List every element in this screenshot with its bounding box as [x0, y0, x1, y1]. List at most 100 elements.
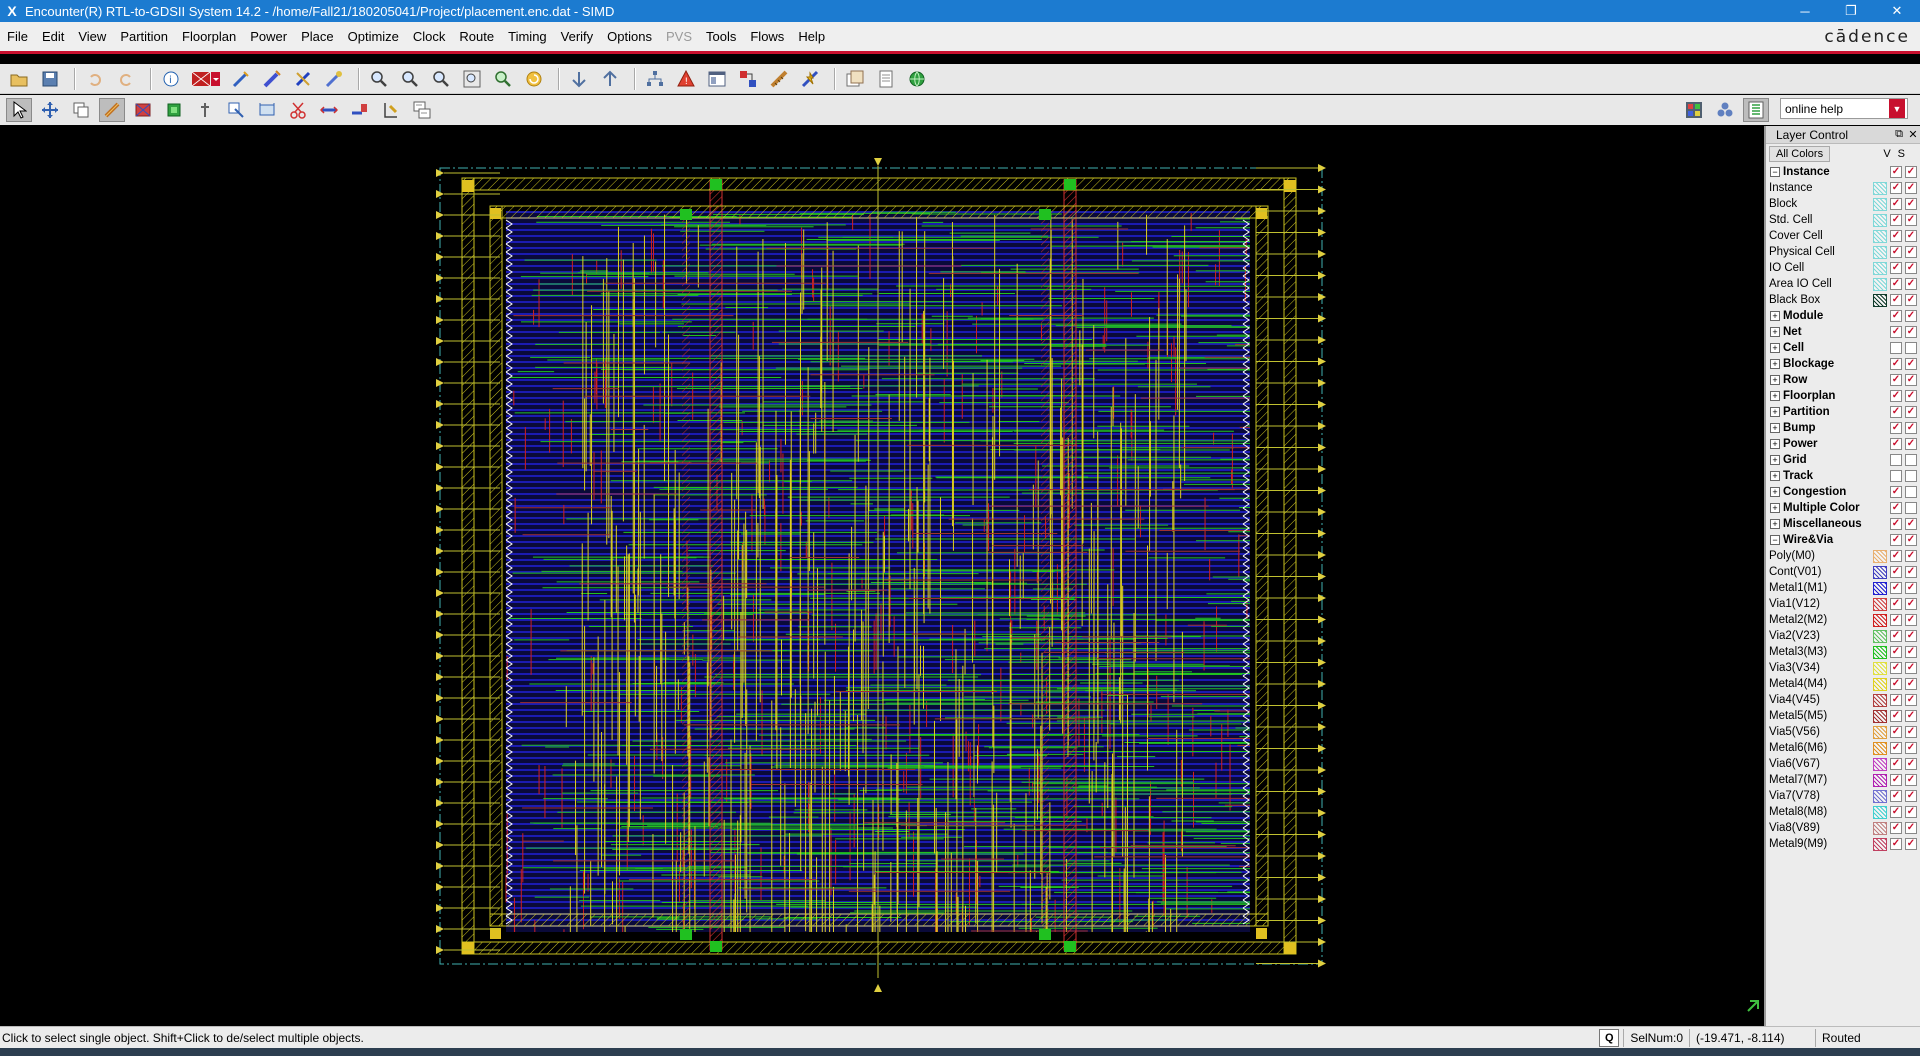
visible-checkbox[interactable]: ✓ [1890, 486, 1902, 498]
selectable-checkbox[interactable]: ✓ [1905, 198, 1917, 210]
expand-icon[interactable]: + [1770, 343, 1780, 353]
select-wire-icon[interactable] [228, 67, 254, 91]
menu-flows[interactable]: Flows [750, 28, 785, 44]
visible-checkbox[interactable]: ✓ [1890, 790, 1902, 802]
cut-wire-icon[interactable] [285, 98, 311, 122]
selectable-checkbox[interactable]: ✓ [1905, 358, 1917, 370]
selectable-checkbox[interactable]: ✓ [1905, 406, 1917, 418]
layer-color-swatch[interactable] [1873, 261, 1887, 275]
hierarchy-down-icon[interactable] [566, 67, 592, 91]
layer-row-via1-v12-[interactable]: Via1(V12) ✓ ✓ [1766, 596, 1920, 612]
layer-palette-icon[interactable] [1681, 98, 1707, 122]
expand-icon[interactable]: + [1770, 375, 1780, 385]
expand-icon[interactable]: + [1770, 311, 1780, 321]
selectable-checkbox[interactable]: ✓ [1905, 742, 1917, 754]
layer-row-floorplan[interactable]: + Floorplan ✓ ✓ [1766, 388, 1920, 404]
menu-clock[interactable]: Clock [412, 28, 446, 44]
layer-color-swatch[interactable] [1873, 677, 1887, 691]
layer-color-swatch[interactable] [1873, 549, 1887, 563]
visible-checkbox[interactable]: ✓ [1890, 230, 1902, 242]
layer-color-swatch[interactable] [1873, 197, 1887, 211]
visible-checkbox[interactable]: ✓ [1890, 182, 1902, 194]
layer-color-swatch[interactable] [1873, 597, 1887, 611]
layer-row-metal1-m1-[interactable]: Metal1(M1) ✓ ✓ [1766, 580, 1920, 596]
trim-wire-icon[interactable] [321, 67, 347, 91]
layer-color-swatch[interactable] [1873, 789, 1887, 803]
layer-color-swatch[interactable] [1873, 181, 1887, 195]
layer-row-poly-m0-[interactable]: Poly(M0) ✓ ✓ [1766, 548, 1920, 564]
layer-row-via2-v23-[interactable]: Via2(V23) ✓ ✓ [1766, 628, 1920, 644]
selectable-checkbox[interactable]: ✓ [1905, 726, 1917, 738]
selectable-checkbox[interactable]: ✓ [1905, 790, 1917, 802]
selectable-checkbox[interactable]: ✓ [1905, 246, 1917, 258]
menu-optimize[interactable]: Optimize [347, 28, 399, 44]
selectable-checkbox[interactable]: ✓ [1905, 838, 1917, 850]
layer-control-toggle-icon[interactable] [1743, 98, 1769, 122]
selectable-checkbox[interactable]: ✓ [1905, 822, 1917, 834]
menu-route[interactable]: Route [459, 28, 495, 44]
query-button[interactable]: Q [1599, 1028, 1620, 1047]
layer-color-swatch[interactable] [1873, 709, 1887, 723]
layer-row-via4-v45-[interactable]: Via4(V45) ✓ ✓ [1766, 692, 1920, 708]
zoom-area-icon[interactable] [428, 67, 454, 91]
layer-color-swatch[interactable] [1873, 629, 1887, 643]
visible-checkbox[interactable]: ✓ [1890, 534, 1902, 546]
layer-row-row[interactable]: + Row ✓ ✓ [1766, 372, 1920, 388]
selectable-checkbox[interactable]: ✓ [1905, 646, 1917, 658]
selectable-checkbox[interactable]: ✓ [1905, 518, 1917, 530]
maximize-button[interactable]: ❐ [1845, 3, 1857, 18]
layer-row-grid[interactable]: + Grid [1766, 452, 1920, 468]
selectable-checkbox[interactable]: ✓ [1905, 438, 1917, 450]
copy-icon[interactable] [68, 98, 94, 122]
zoom-previous-icon[interactable] [490, 67, 516, 91]
zoom-fit-icon[interactable] [459, 67, 485, 91]
visible-checkbox[interactable]: ✓ [1890, 310, 1902, 322]
add-wire-icon[interactable] [99, 98, 125, 122]
layer-row-multiple-color[interactable]: + Multiple Color ✓ [1766, 500, 1920, 516]
expand-icon[interactable]: + [1770, 487, 1780, 497]
expand-icon[interactable]: + [1770, 327, 1780, 337]
selectable-checkbox[interactable]: ✓ [1905, 214, 1917, 226]
redo-icon[interactable] [113, 67, 139, 91]
selectable-checkbox[interactable]: ✓ [1905, 774, 1917, 786]
selectable-checkbox[interactable]: ✓ [1905, 534, 1917, 546]
selectable-checkbox[interactable]: ✓ [1905, 230, 1917, 242]
add-rectangle-icon[interactable] [130, 98, 156, 122]
layer-color-swatch[interactable] [1873, 693, 1887, 707]
undock-icon[interactable]: ⧉ [1895, 128, 1903, 140]
layer-color-swatch[interactable] [1873, 213, 1887, 227]
visible-checkbox[interactable]: ✓ [1890, 806, 1902, 818]
layer-color-swatch[interactable] [1873, 293, 1887, 307]
visible-checkbox[interactable]: ✓ [1890, 502, 1902, 514]
layer-color-swatch[interactable] [1873, 229, 1887, 243]
online-help-field[interactable]: ▼ [1780, 98, 1908, 119]
selectable-checkbox[interactable]: ✓ [1905, 758, 1917, 770]
menu-verify[interactable]: Verify [560, 28, 594, 44]
visible-checkbox[interactable]: ✓ [1890, 774, 1902, 786]
layer-row-instance[interactable]: Instance ✓ ✓ [1766, 180, 1920, 196]
zoom-in-icon[interactable] [366, 67, 392, 91]
layer-row-bump[interactable]: + Bump ✓ ✓ [1766, 420, 1920, 436]
layer-row-track[interactable]: + Track [1766, 468, 1920, 484]
layer-row-metal7-m7-[interactable]: Metal7(M7) ✓ ✓ [1766, 772, 1920, 788]
fill-pattern-icon[interactable] [189, 67, 223, 91]
layer-color-swatch[interactable] [1873, 725, 1887, 739]
layer-row-metal8-m8-[interactable]: Metal8(M8) ✓ ✓ [1766, 804, 1920, 820]
layer-color-swatch[interactable] [1873, 245, 1887, 259]
visible-checkbox[interactable]: ✓ [1890, 262, 1902, 274]
selectable-checkbox[interactable]: ✓ [1905, 582, 1917, 594]
move-icon[interactable] [37, 98, 63, 122]
selectable-checkbox[interactable]: ✓ [1905, 614, 1917, 626]
edit-wire-icon[interactable] [290, 67, 316, 91]
net-connectivity-icon[interactable] [1712, 98, 1738, 122]
selectable-checkbox[interactable]: ✓ [1905, 310, 1917, 322]
selectable-checkbox[interactable]: ✓ [1905, 550, 1917, 562]
edit-pin-icon[interactable] [378, 98, 404, 122]
visible-checkbox[interactable]: ✓ [1890, 726, 1902, 738]
visible-checkbox[interactable]: ✓ [1890, 166, 1902, 178]
split-wire-icon[interactable] [316, 98, 342, 122]
visible-checkbox[interactable]: ✓ [1890, 278, 1902, 290]
selectable-checkbox[interactable]: ✓ [1905, 390, 1917, 402]
selectable-checkbox[interactable]: ✓ [1905, 694, 1917, 706]
open-folder-icon[interactable] [6, 67, 32, 91]
